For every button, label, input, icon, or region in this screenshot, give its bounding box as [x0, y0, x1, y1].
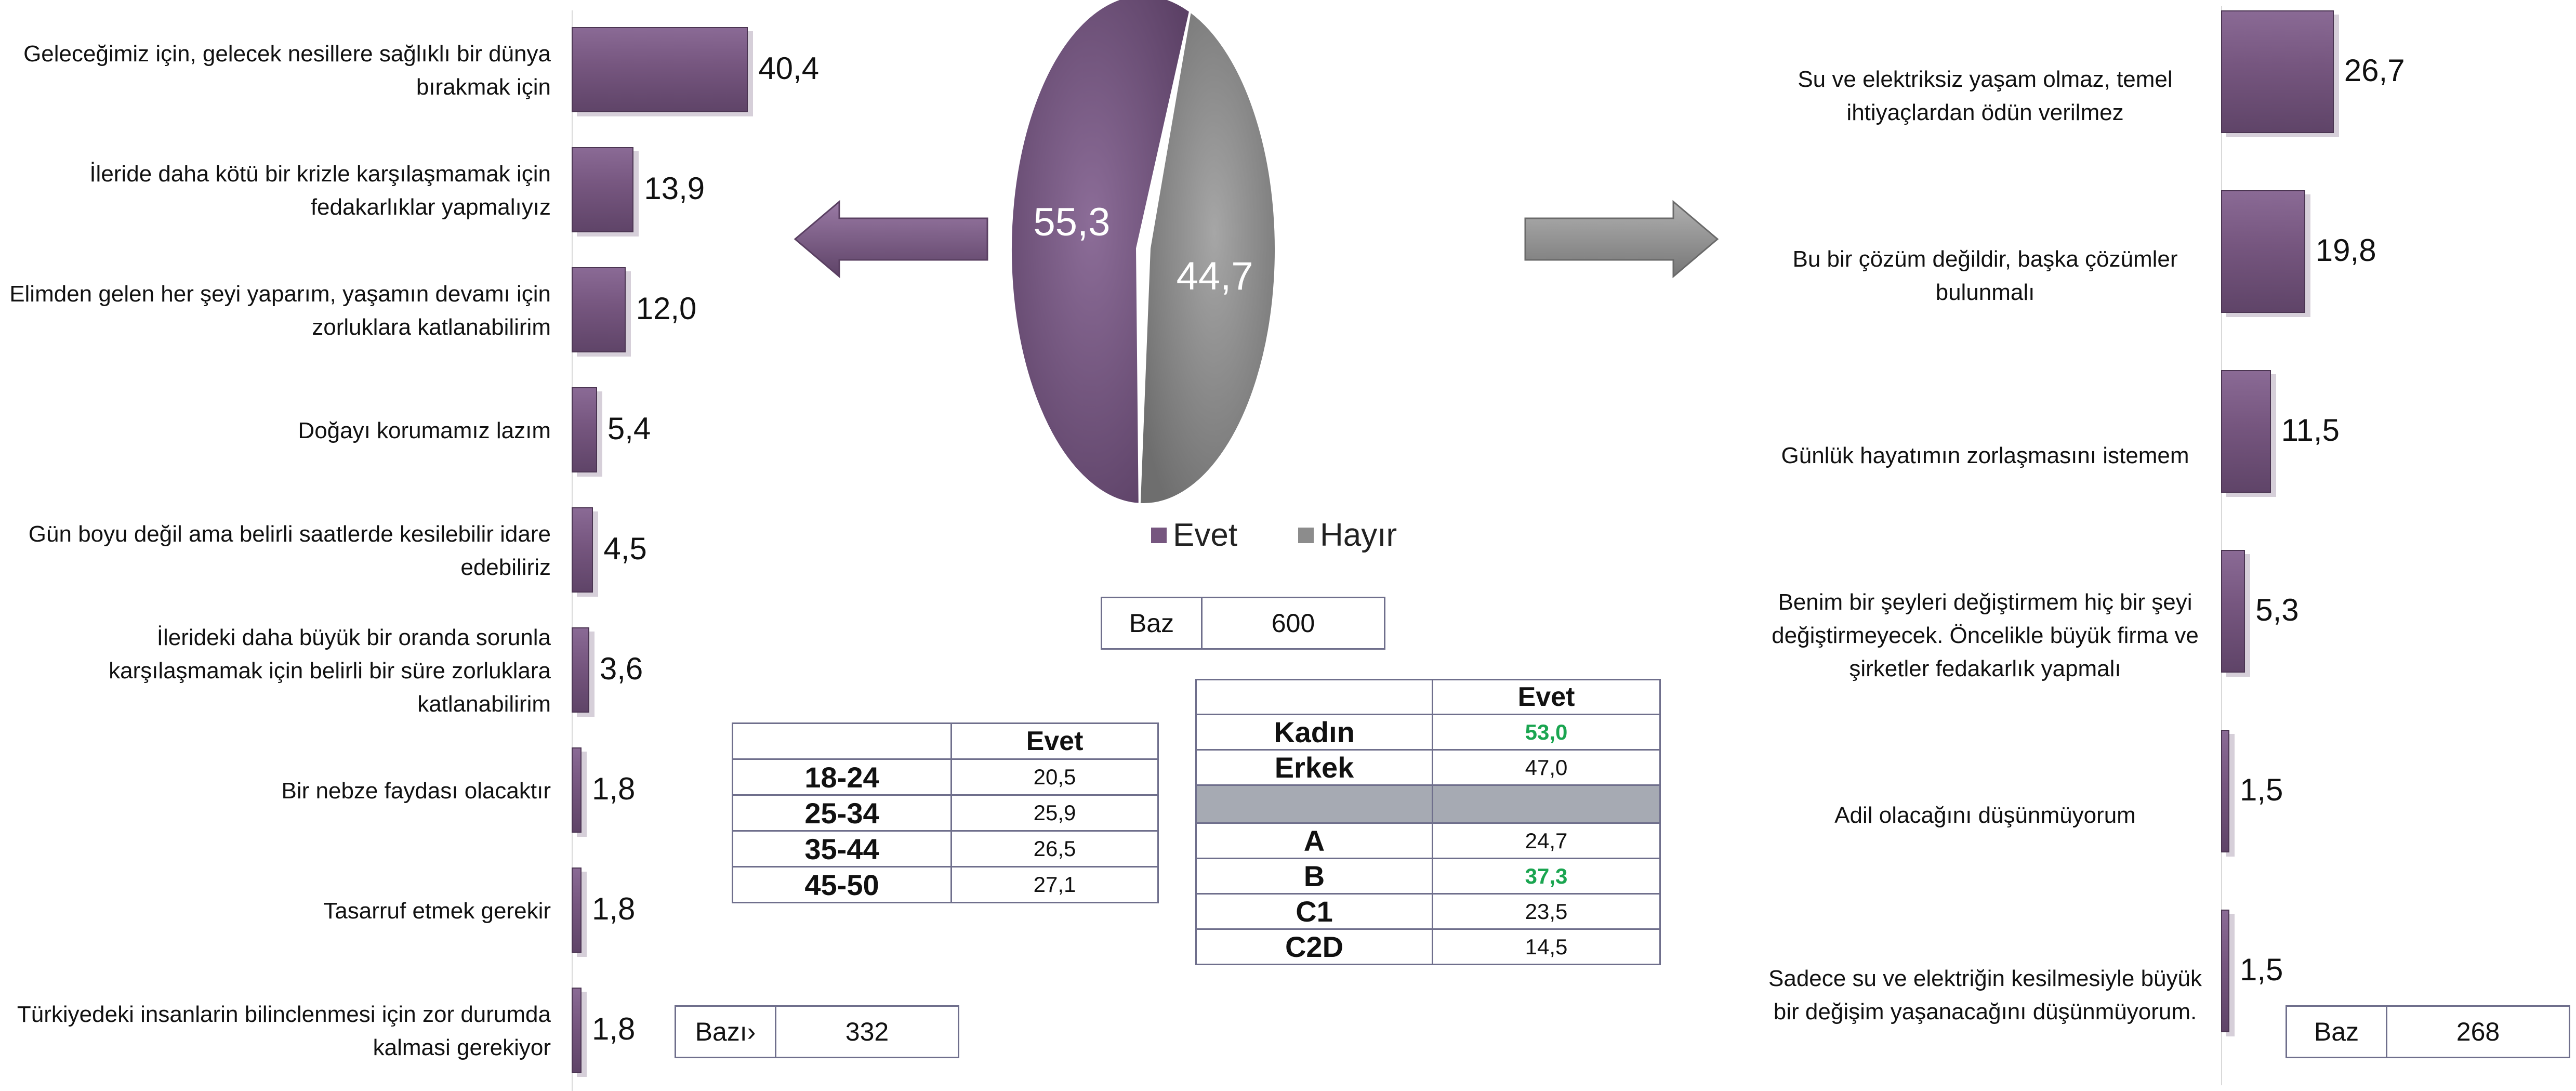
baz-main-value: 600 — [1201, 597, 1385, 650]
bar — [572, 988, 582, 1073]
bar-value-label: 1,5 — [2239, 772, 2283, 807]
bar-value-label: 3,6 — [599, 651, 643, 686]
bar — [572, 27, 748, 112]
bar — [572, 747, 582, 833]
baz-main-table: Baz 600 — [1101, 597, 1385, 650]
age-table: Evet 18-24 20,5 25-34 25,9 35-44 26,5 45… — [732, 722, 1159, 903]
bar-value-label: 40,4 — [758, 51, 820, 86]
bar — [2221, 10, 2334, 133]
bar-value-label: 4,5 — [603, 531, 647, 566]
bar-category-label: İlerideki daha büyük bir oranda sorunla … — [109, 624, 551, 717]
bar — [572, 867, 582, 953]
legend-hayir: Hayır — [1298, 515, 1397, 556]
bar-category-label: Doğayı korumamız lazım — [298, 417, 551, 443]
demo-table-header: Evet — [1432, 679, 1661, 715]
pie-chart: 55,3 44,7 — [1010, 0, 1277, 505]
age-row-label: 35-44 — [732, 830, 952, 867]
baz-left-value: 332 — [775, 1005, 959, 1058]
bar — [2221, 190, 2305, 313]
bar — [2221, 910, 2229, 1032]
pie-slice-evet — [1010, 0, 1192, 505]
bar — [572, 627, 589, 713]
pie-value-hayir: 44,7 — [1177, 254, 1253, 298]
demographics-table: Evet Kadın 53,0 Erkek 47,0 A 24,7 B 37,3… — [1195, 679, 1661, 965]
age-table-header: Evet — [950, 722, 1159, 760]
bar-value-label: 5,3 — [2255, 593, 2299, 627]
demo-row-value: 47,0 — [1432, 749, 1661, 786]
bar-value-label: 1,8 — [591, 891, 636, 926]
bar-value-label: 19,8 — [2315, 233, 2376, 268]
demo-separator-cell — [1195, 784, 1433, 824]
bar — [572, 267, 626, 352]
pie-value-evet: 55,3 — [1033, 200, 1110, 244]
legend-evet-label: Evet — [1173, 517, 1238, 553]
demo-row-value: 24,7 — [1432, 822, 1661, 859]
demo-row-label: C1 — [1195, 893, 1433, 930]
bar-category-label: Elimden gelen her şeyi yaparım, yaşamın … — [9, 281, 551, 340]
bar-category-label: Su ve elektriksiz yaşam olmaz, temel iht… — [1798, 67, 2173, 125]
bar-value-label: 26,7 — [2344, 53, 2405, 88]
right-arrow-icon — [1524, 200, 1719, 279]
demo-row-label: C2D — [1195, 928, 1433, 965]
demo-row-label: A — [1195, 822, 1433, 859]
bar-value-label: 11,5 — [2281, 413, 2340, 448]
age-row-label: 45-50 — [732, 866, 952, 903]
demo-row-value-highlight: 37,3 — [1432, 858, 1661, 895]
bar-category-label: İleride daha kötü bir krizle karşılaşmam… — [89, 161, 551, 220]
demo-row-value-highlight: 53,0 — [1432, 714, 1661, 751]
bar-category-label: Günlük hayatımın zorlaşmasını istemem — [1781, 443, 2189, 468]
demo-row-label: B — [1195, 858, 1433, 895]
bar-category-label: Türkiyedeki insanlarin bilinclenmesi içi… — [17, 1001, 551, 1060]
bar-category-label: Adil olacağını düşünmüyorum — [1834, 803, 2136, 828]
age-row-value: 27,1 — [950, 866, 1159, 903]
bar-category-label: Bu bir çözüm değildir, başka çözümler bu… — [1792, 246, 2178, 305]
age-row-value: 20,5 — [950, 758, 1159, 796]
pie-slice-hayir — [1138, 9, 1277, 505]
legend-hayir-label: Hayır — [1320, 517, 1397, 553]
bar — [572, 147, 634, 232]
baz-main-label: Baz — [1101, 597, 1203, 650]
bar-category-label: Gün boyu değil ama belirli saatlerde kes… — [28, 521, 551, 580]
bar-value-label: 1,8 — [591, 771, 636, 806]
bar-value-label: 13,9 — [644, 171, 705, 206]
demo-row-value: 14,5 — [1432, 928, 1661, 965]
age-table-corner — [732, 722, 952, 760]
age-row-label: 25-34 — [732, 794, 952, 832]
bar-category-label: Tasarruf etmek gerekir — [323, 898, 551, 924]
demo-separator-cell — [1432, 784, 1661, 824]
bar — [572, 387, 597, 472]
baz-right-table: Baz 268 — [2286, 1005, 2570, 1058]
legend-evet: Evet — [1151, 515, 1237, 556]
bar-value-label: 1,5 — [2239, 952, 2283, 987]
baz-right-value: 268 — [2386, 1005, 2570, 1058]
baz-left-label: Bazı› — [675, 1005, 776, 1058]
bar-value-label: 12,0 — [636, 291, 697, 326]
age-row-value: 26,5 — [950, 830, 1159, 867]
demo-table-corner — [1195, 679, 1433, 715]
legend-evet-swatch — [1151, 528, 1167, 543]
demo-row-label: Erkek — [1195, 749, 1433, 786]
bar-category-label: Benim bir şeyleri değiştirmem hiç bir şe… — [1772, 589, 2199, 681]
bar — [2221, 370, 2271, 493]
bar-value-label: 1,8 — [591, 1011, 636, 1046]
demo-row-value: 23,5 — [1432, 893, 1661, 930]
bar — [2221, 730, 2229, 852]
bar-category-label: Geleceğimiz için, gelecek nesillere sağl… — [23, 41, 551, 100]
age-row-label: 18-24 — [732, 758, 952, 796]
bar-category-label: Sadece su ve elektriğin kesilmesiyle büy… — [1768, 966, 2202, 1024]
bar-axis-line — [2221, 6, 2222, 1085]
baz-right-label: Baz — [2286, 1005, 2387, 1058]
bar — [2221, 550, 2245, 673]
age-row-value: 25,9 — [950, 794, 1159, 832]
legend-hayir-swatch — [1298, 528, 1314, 543]
demo-row-label: Kadın — [1195, 714, 1433, 751]
bar-category-label: Bir nebze faydası olacaktır — [281, 778, 551, 804]
bar — [572, 507, 593, 593]
baz-left-table: Bazı› 332 — [675, 1005, 959, 1058]
bar-value-label: 5,4 — [607, 411, 651, 446]
left-arrow-icon — [794, 200, 988, 279]
